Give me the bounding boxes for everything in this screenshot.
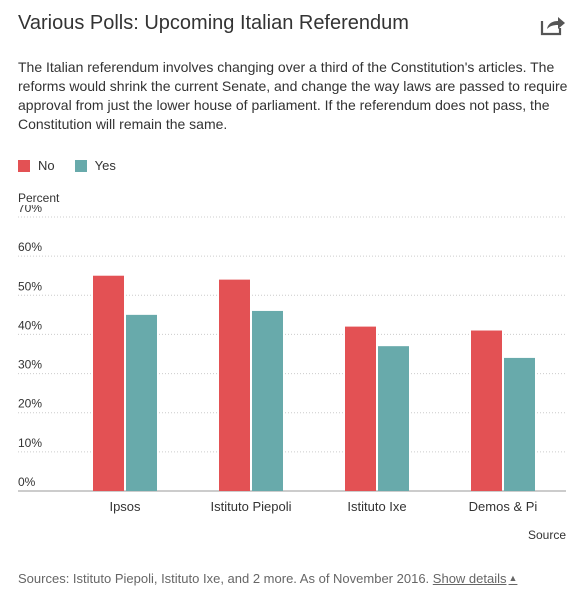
y-tick-label: 70%	[18, 205, 42, 215]
footer: Sources: Istituto Piepoli, Istituto Ixe,…	[18, 571, 517, 586]
legend-item-yes[interactable]: Yes	[74, 158, 116, 173]
y-tick-label: 0%	[18, 475, 36, 489]
bar-no-3[interactable]	[471, 330, 502, 491]
x-tick-label: Istituto Ixe	[347, 499, 406, 514]
bar-yes-2[interactable]	[378, 346, 409, 491]
bar-yes-3[interactable]	[504, 357, 535, 491]
x-tick-label: Demos & Pi	[469, 499, 538, 514]
y-tick-label: 40%	[18, 318, 42, 332]
show-details-label: Show details	[432, 571, 507, 586]
bar-chart: 0% 10% 20% 30% 40% 50% 60% 70% Ipsos Istituto Pie…	[18, 205, 566, 514]
x-tick-label: Istituto Piepoli	[211, 499, 292, 514]
chart-title: Various Polls: Upcoming Italian Referend…	[18, 12, 409, 34]
bar-no-2[interactable]	[345, 326, 376, 491]
y-tick-label: 30%	[18, 358, 42, 372]
show-details-link[interactable]: Show details ▲	[433, 571, 518, 586]
source-label[interactable]: Source	[527, 528, 566, 542]
share-arrow-icon[interactable]	[540, 14, 566, 36]
legend-swatch-no	[18, 159, 30, 172]
footer-sources-text: Sources: Istituto Piepoli, Istituto Ixe,…	[18, 571, 430, 586]
x-tick-label: Ipsos	[109, 499, 141, 514]
legend: No Yes	[18, 158, 136, 173]
y-tick-label: 50%	[18, 279, 42, 293]
legend-label-no: No	[38, 158, 55, 173]
y-axis-label: Percent	[18, 191, 60, 205]
bar-no-1[interactable]	[219, 279, 250, 491]
y-tick-label: 60%	[18, 240, 42, 254]
bar-yes-0[interactable]	[126, 314, 157, 491]
bar-yes-1[interactable]	[252, 310, 283, 491]
legend-item-no[interactable]: No	[18, 158, 55, 173]
description: The Italian referendum involves changing…	[18, 59, 568, 132]
legend-label-yes: Yes	[94, 158, 116, 173]
legend-swatch-yes	[74, 159, 87, 172]
y-tick-label: 20%	[18, 397, 42, 411]
bar-no-0[interactable]	[93, 275, 124, 491]
caret-up-icon: ▲	[508, 573, 518, 583]
y-tick-label: 10%	[18, 436, 42, 450]
